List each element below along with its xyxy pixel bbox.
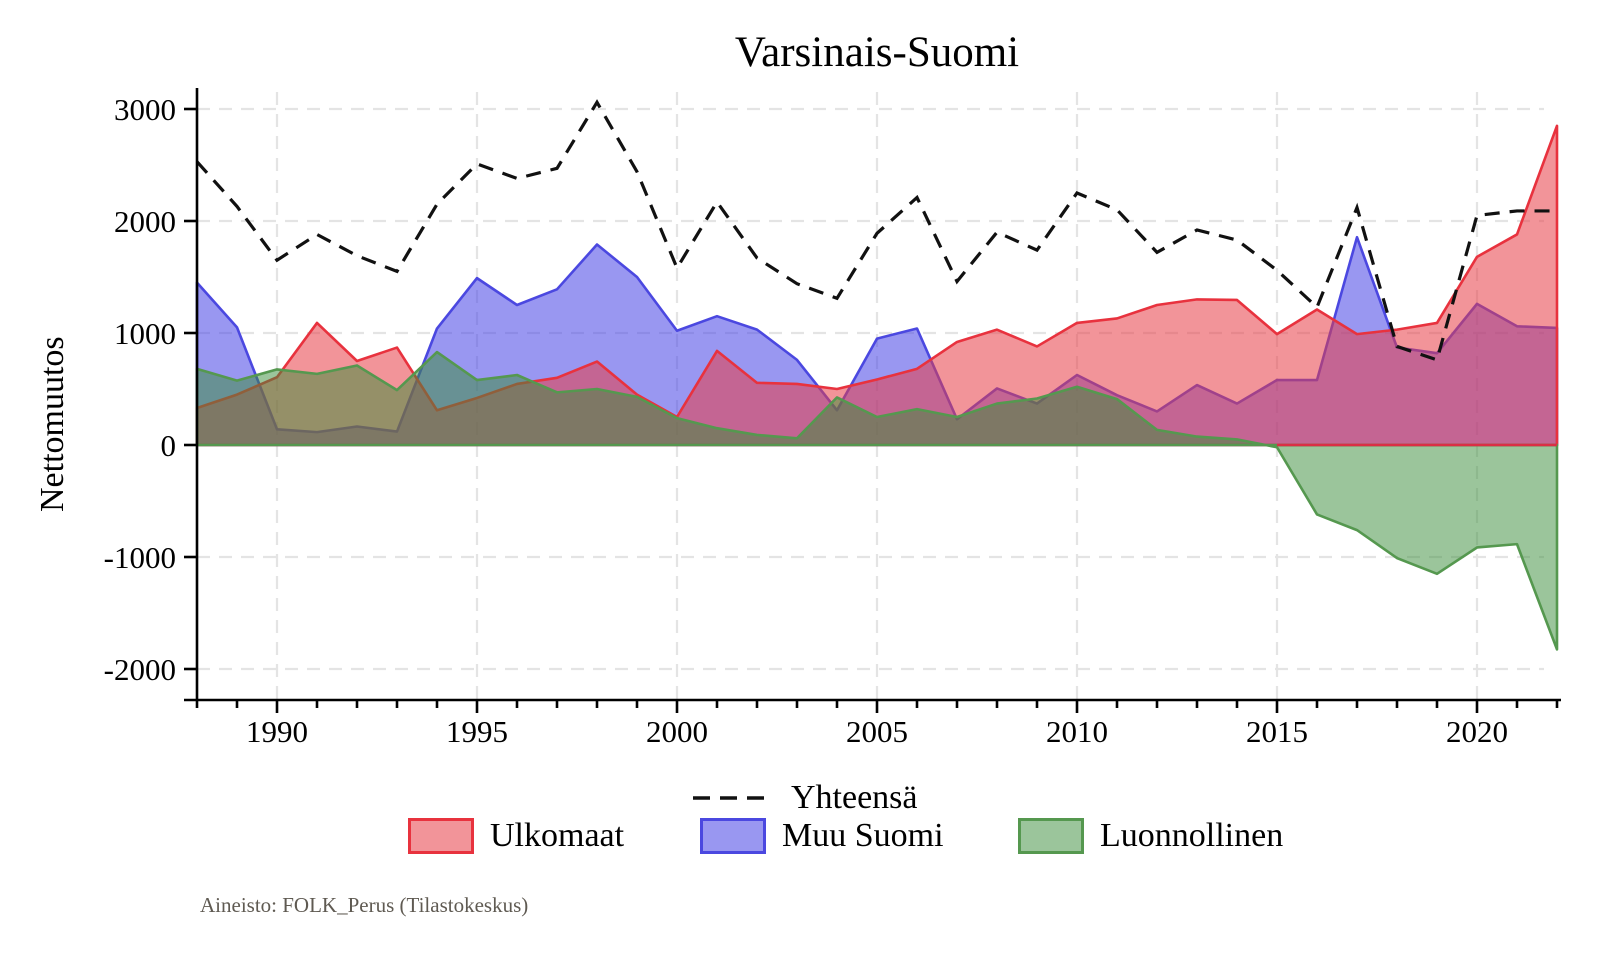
x-tick-label: 2015 (1246, 714, 1308, 749)
red-swatch-icon (408, 818, 474, 854)
legend-entry-total: Yhteensä (693, 779, 918, 817)
x-tick-label: 2020 (1446, 714, 1508, 749)
legend-label-foreign: Ulkomaat (490, 817, 625, 854)
legend-label-total: Yhteensä (791, 779, 918, 816)
x-tick-label: 2000 (646, 714, 708, 749)
tick-labels: -2000 -1000 0 1000 2000 3000 1990 1995 2000 2005 2… (104, 92, 1508, 749)
y-tick-label: 0 (161, 428, 177, 463)
x-tick-label: 2005 (846, 714, 908, 749)
legend-label-natural: Luonnollinen (1100, 817, 1284, 854)
legend-label-finland: Muu Suomi (782, 817, 944, 854)
y-tick-label: -2000 (104, 652, 176, 687)
dashed-line-icon (693, 796, 773, 800)
source-note: Aineisto: FOLK_Perus (Tilastokeskus) (200, 893, 529, 917)
area-ulkomaat (195, 124, 1559, 447)
blue-swatch-icon (700, 818, 766, 854)
x-tick-label: 1995 (446, 714, 508, 749)
y-tick-label: -1000 (104, 540, 176, 575)
total-line (195, 99, 1557, 362)
y-axis-label: Nettomuutos (34, 336, 71, 512)
area-luonnollinen (195, 350, 1559, 651)
x-tick-label: 2010 (1046, 714, 1108, 749)
y-tick-label: 2000 (114, 204, 176, 239)
y-tick-label: 3000 (114, 92, 176, 127)
x-tick-label: 1990 (246, 714, 308, 749)
y-tick-label: 1000 (114, 316, 176, 351)
legend-entry-foreign: Ulkomaat (408, 816, 624, 856)
axes (184, 88, 1561, 713)
green-swatch-icon (1018, 818, 1084, 854)
legend-entry-natural: Luonnollinen (1018, 816, 1283, 856)
chart-title: Varsinais-Suomi (734, 29, 1020, 76)
legend-entry-finland: Muu Suomi (700, 816, 944, 856)
